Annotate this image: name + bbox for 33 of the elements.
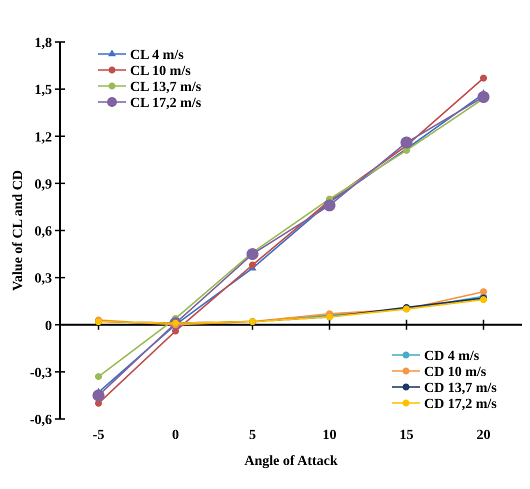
x-tick-label: 15	[400, 428, 414, 443]
x-tick-label: 20	[476, 428, 490, 443]
point	[246, 248, 258, 260]
y-tick-label: 1,8	[34, 36, 52, 51]
x-tick-label: 10	[322, 428, 336, 443]
legend-label: CD 13,7 m/s	[424, 381, 498, 396]
legend-label: CL 10 m/s	[130, 64, 192, 79]
x-axis-title: Angle of Attack	[244, 454, 338, 469]
x-tick-label: -5	[92, 428, 104, 443]
y-tick-label: 0,9	[34, 177, 52, 192]
point	[400, 136, 412, 149]
legend-label: CD 4 m/s	[424, 349, 480, 364]
y-tick-label: -0,3	[30, 366, 52, 381]
y-tick-label: -0,6	[30, 413, 52, 428]
y-tick-label: 0	[45, 318, 52, 334]
point	[95, 373, 102, 380]
legend-label: CL 17,2 m/s	[130, 96, 202, 111]
point	[480, 288, 487, 296]
y-tick-label: 0,6	[34, 224, 52, 240]
legend-label: CD 10 m/s	[424, 365, 487, 380]
point	[480, 74, 487, 82]
point	[92, 389, 104, 402]
y-tick-label: 0,3	[34, 272, 52, 287]
x-tick-label: 5	[249, 428, 256, 443]
x-tick-label: 0	[172, 428, 179, 443]
point	[478, 90, 490, 103]
y-axis-title: Value of CL and CD	[11, 170, 26, 291]
legend-label: CL 13,7 m/s	[130, 80, 202, 95]
point	[324, 199, 336, 212]
y-tick-label: 1,5	[34, 83, 52, 98]
legend-label: CD 17,2 m/s	[424, 397, 498, 412]
y-tick-label: 1,2	[34, 130, 52, 146]
legend-label: CL 4 m/s	[130, 48, 184, 63]
